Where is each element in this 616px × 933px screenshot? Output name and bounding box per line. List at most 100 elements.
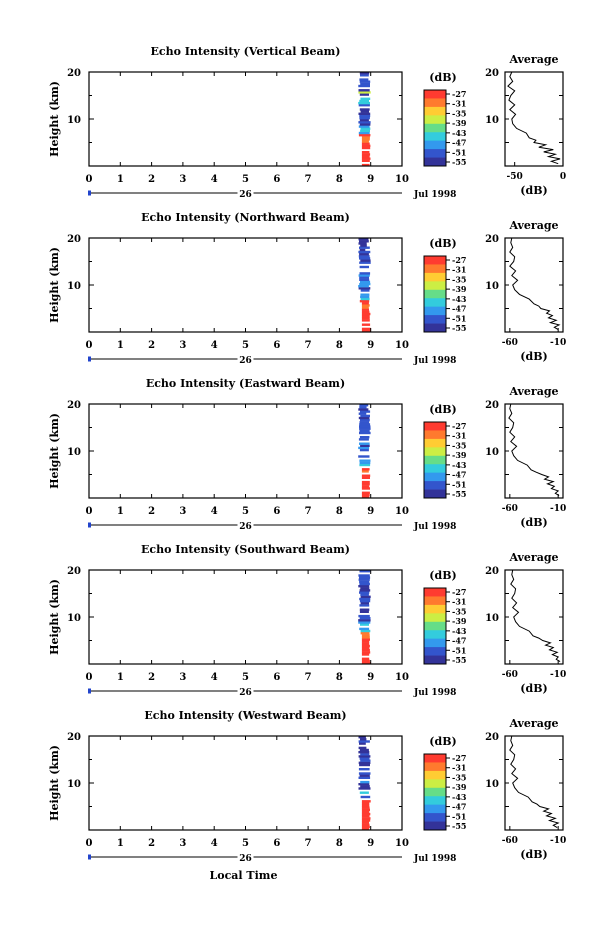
average-frame [504, 403, 564, 499]
y-tick-label: 10 [67, 779, 81, 790]
heatmap-cell [360, 623, 369, 626]
heatmap-cell [359, 427, 371, 430]
x-tick-label: 1 [117, 838, 124, 849]
average-y-tick-label: 10 [485, 115, 499, 126]
colorbar-tick-label: -31 [452, 265, 466, 275]
average-x-tick-label: -60 [502, 670, 518, 680]
date-axis-marker [88, 688, 91, 694]
plot-frame [88, 71, 403, 167]
colorbar-tick-label: -43 [452, 626, 467, 636]
colorbar-tick-label: -55 [452, 821, 466, 831]
heatmap-cell [361, 804, 370, 807]
date-day-label: 26 [239, 854, 252, 864]
date-axis-marker [88, 356, 91, 362]
colorbar-swatch [424, 596, 446, 606]
heatmap-cell [361, 640, 370, 643]
heatmap-cell [361, 659, 370, 663]
average-x-label: (dB) [520, 682, 547, 695]
colorbar-swatch [424, 140, 446, 150]
date-month-label: Jul 1998 [413, 522, 456, 532]
heatmap-cell [359, 763, 370, 767]
heatmap-cell [359, 757, 370, 760]
colorbar-swatch [424, 638, 446, 648]
colorbar-swatch [424, 762, 446, 772]
heatmap-cell [361, 823, 370, 826]
heatmap-cell [358, 585, 370, 588]
colorbar-tick-label: -27 [452, 587, 466, 597]
heatmap-cell [361, 638, 370, 641]
x-tick-label: 9 [367, 174, 374, 185]
heatmap-cell [359, 123, 371, 126]
heatmap-cell [358, 104, 370, 107]
heatmap-cell [358, 746, 367, 750]
colorbar-swatch [424, 779, 446, 789]
heatmap-cell [359, 742, 366, 745]
heatmap-cell [361, 819, 371, 822]
colorbar-tick-label: -47 [452, 470, 466, 480]
colorbar-tick-label: -55 [452, 323, 466, 333]
heatmap-cell [361, 808, 370, 811]
heatmap-cell [361, 146, 371, 150]
heatmap-cell [359, 608, 370, 611]
heatmap-cell [358, 131, 370, 135]
x-tick-label: 10 [395, 672, 409, 683]
x-tick-label: 0 [86, 672, 93, 683]
heatmap-cell [358, 751, 370, 754]
x-tick-label: 8 [336, 340, 343, 351]
x-tick-label: 9 [367, 340, 374, 351]
x-axis-title: Local Time [210, 869, 278, 882]
colorbar-swatch [424, 604, 446, 614]
heatmap-cell [359, 570, 371, 573]
colorbar-swatch [424, 306, 446, 316]
average-x-label: (dB) [520, 516, 547, 529]
heatmap-cell [361, 483, 370, 486]
heatmap-cell [361, 306, 369, 309]
colorbar-swatch [424, 422, 446, 431]
colorbar-swatch [424, 754, 446, 763]
date-axis-marker [88, 854, 91, 860]
heatmap-cell [359, 461, 371, 465]
heatmap-cell [361, 308, 369, 311]
colorbar-tick-label: -31 [452, 431, 466, 441]
colorbar-swatch [424, 655, 446, 665]
colorbar-tick-label: -43 [452, 792, 467, 802]
panel-title: Echo Intensity (Vertical Beam) [150, 45, 340, 58]
heatmap-cell [360, 593, 369, 596]
panel-1: Echo Intensity (Vertical Beam) Height (km… [48, 45, 566, 200]
average-y-tick-label: 10 [485, 281, 499, 292]
x-tick-label: 2 [148, 340, 155, 351]
x-tick-label: 4 [211, 174, 218, 185]
colorbar-tick-label: -47 [452, 138, 466, 148]
heatmap-cell [359, 246, 370, 249]
x-tick-label: 10 [395, 174, 409, 185]
heatmap-cell [359, 423, 371, 426]
heatmap-cell [359, 791, 369, 794]
x-tick-label: 6 [273, 174, 280, 185]
y-axis-label: Height (km) [48, 247, 61, 323]
x-tick-label: 2 [148, 506, 155, 517]
x-tick-label: 6 [273, 838, 280, 849]
date-day-label: 26 [239, 356, 252, 366]
average-title: Average [508, 551, 558, 564]
panel-4: Echo Intensity (Southward Beam) Height (k… [48, 543, 566, 698]
heatmap-cell [361, 825, 370, 829]
colorbar-swatch [424, 298, 446, 308]
colorbar-tick-label: -55 [452, 489, 466, 499]
date-day-bg [237, 354, 254, 364]
x-tick-label: 10 [395, 838, 409, 849]
colorbar-swatch [424, 264, 446, 274]
colorbar-tick-label: -35 [452, 440, 466, 450]
average-profile-line [509, 237, 561, 331]
heatmap-cell [359, 425, 371, 428]
x-tick-label: 0 [86, 506, 93, 517]
date-day-bg [237, 188, 254, 198]
x-tick-label: 3 [179, 672, 186, 683]
x-tick-label: 3 [179, 340, 186, 351]
x-tick-label: 9 [367, 838, 374, 849]
x-tick-label: 2 [148, 174, 155, 185]
average-profile-line [510, 569, 561, 663]
heatmap-cell [359, 459, 371, 462]
x-tick-label: 5 [242, 174, 249, 185]
heatmap-cell [358, 238, 369, 241]
heatmap-cell [361, 476, 370, 479]
